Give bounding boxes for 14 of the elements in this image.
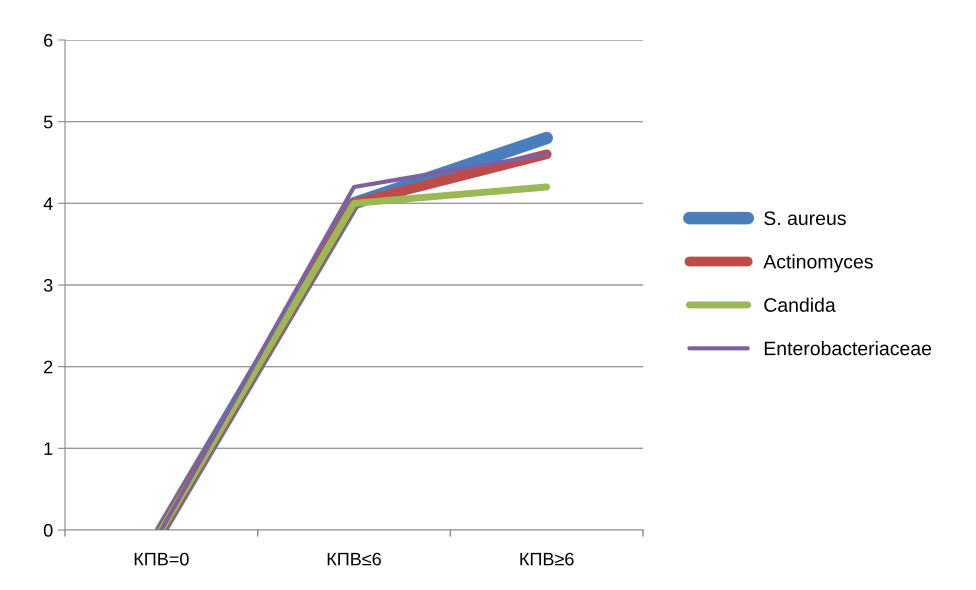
legend-label: Actinomyces [763, 254, 873, 272]
y-tick-label: 5 [44, 116, 52, 128]
y-tick-label: 4 [44, 197, 53, 210]
legend-label: S. aureus [764, 211, 846, 226]
y-tick-label: 1 [44, 442, 52, 455]
legend-label: Enterobacteriaceae [764, 341, 932, 356]
y-tick-label: 6 [44, 34, 52, 47]
legend-label: Candida [764, 298, 836, 312]
y-tick-label: 2 [44, 360, 52, 374]
y-tick-label: 3 [44, 278, 52, 292]
y-tick-label: 0 [44, 524, 52, 537]
x-tick-label: КПВ≥6 [520, 552, 574, 566]
x-tick-label: КПВ=0 [134, 552, 189, 566]
x-tick-label: КПВ≤6 [328, 552, 381, 566]
